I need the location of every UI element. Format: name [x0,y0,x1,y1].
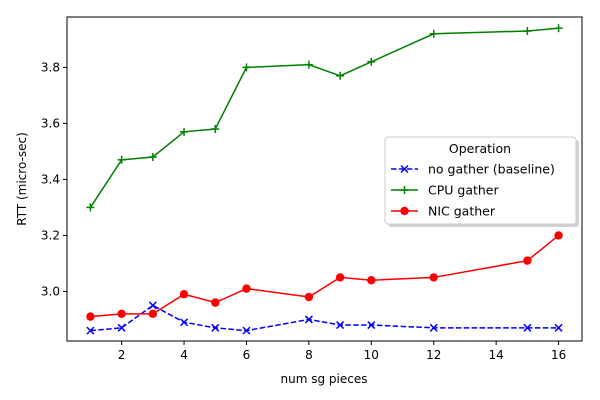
data-point [304,292,314,302]
data-point [180,127,189,136]
plot-frame [66,16,583,342]
data-point [211,298,220,307]
data-point [86,203,95,212]
legend-marker [400,164,409,174]
y-axis-label: RTT (micro-sec) [15,132,29,226]
x-tick-label: 12 [426,348,441,362]
data-point [335,273,345,282]
data-point [117,323,126,332]
y-tick-label: 3.4 [41,172,60,186]
data-point [148,301,157,310]
x-tick-label: 8 [305,348,313,362]
legend-item: NIC gather [391,204,496,219]
data-point [117,155,126,164]
legend-item: no gather (baseline) [391,162,555,177]
data-point [304,315,313,324]
series-nic-gather [86,231,563,321]
data-point [554,231,563,240]
data-point [304,60,313,69]
data-point [179,290,189,299]
data-point [429,323,438,332]
series-layer [86,24,563,335]
legend-title: Operation [449,141,511,156]
data-point [523,323,532,332]
series-cpu-gather [86,24,563,212]
x-axis-label: num sg pieces [281,372,368,386]
data-point [367,321,376,330]
legend: Operation no gather (baseline) CPU gather… [384,136,579,227]
data-point [211,125,220,134]
y-tick-label: 3.0 [41,284,60,298]
legend-marker [400,186,409,194]
x-tick-label: 4 [180,348,188,362]
series-line [89,27,559,208]
data-point [336,71,345,80]
data-point [242,63,251,72]
data-point [554,323,563,332]
data-point [554,24,563,33]
series-line [90,234,560,318]
data-point [148,153,157,162]
x-tick-label: 2 [118,348,126,362]
legend-label: no gather (baseline) [428,162,555,177]
data-point [523,27,532,36]
legend-box [384,136,577,225]
axis-ticks: 2 4 6 8 10 12 14 16 3.0 3.2 3.4 3.6 3.8 [41,60,566,362]
legend-item: CPU gather [391,183,499,198]
data-point [86,312,95,321]
data-point [429,29,438,38]
legend-items: no gather (baseline) CPU gather NIC gather [391,162,555,219]
data-point [429,273,438,282]
x-tick-label: 14 [489,348,504,362]
data-point [523,256,532,265]
data-point [86,326,95,335]
data-point [180,318,189,327]
data-point [367,276,376,285]
data-point [117,309,126,319]
y-tick-label: 3.6 [41,116,60,130]
x-tick-label: 10 [364,348,379,362]
data-point [367,57,376,66]
series-line [90,304,559,332]
y-tick-label: 3.2 [41,228,60,242]
y-tick-label: 3.8 [41,60,60,74]
legend-label: CPU gather [428,183,499,198]
data-point [336,321,345,330]
series-no-gather-baseline [86,301,563,335]
data-point [242,284,251,293]
legend-marker [400,206,409,216]
x-tick-label: 16 [551,348,566,362]
data-point [242,326,251,335]
x-tick-label: 6 [243,348,251,362]
data-point [148,309,158,319]
data-point [211,323,220,332]
legend-label: NIC gather [428,204,496,219]
